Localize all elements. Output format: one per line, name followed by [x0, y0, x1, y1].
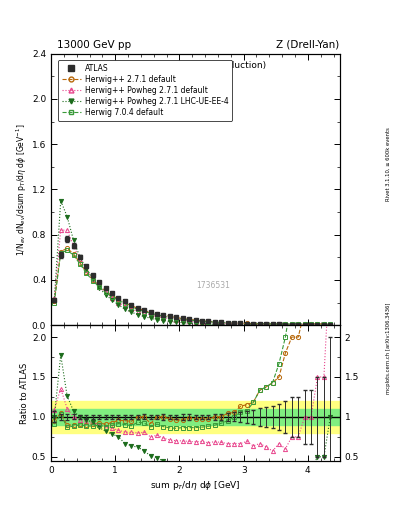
Text: 13000 GeV pp: 13000 GeV pp [57, 39, 131, 50]
Text: Rivet 3.1.10, ≥ 600k events: Rivet 3.1.10, ≥ 600k events [386, 127, 391, 201]
Y-axis label: Ratio to ATLAS: Ratio to ATLAS [20, 362, 29, 423]
Text: 1736531: 1736531 [196, 281, 230, 290]
Text: mcplots.cern.ch [arXiv:1306.3436]: mcplots.cern.ch [arXiv:1306.3436] [386, 303, 391, 394]
Legend: ATLAS, Herwig++ 2.7.1 default, Herwig++ Powheg 2.7.1 default, Herwig++ Powheg 2.: ATLAS, Herwig++ 2.7.1 default, Herwig++ … [58, 60, 232, 120]
Text: Nch (ATLAS UE in Z production): Nch (ATLAS UE in Z production) [125, 60, 266, 70]
Text: Z (Drell-Yan): Z (Drell-Yan) [275, 39, 339, 50]
X-axis label: sum p$_T$/d$\eta$ d$\phi$ [GeV]: sum p$_T$/d$\eta$ d$\phi$ [GeV] [150, 479, 241, 492]
Bar [51, 409, 340, 425]
Y-axis label: 1/N$_{ev}$ dN$_{ev}$/dsum p$_T$/d$\eta$ d$\phi$ [GeV$^{-1}$]: 1/N$_{ev}$ dN$_{ev}$/dsum p$_T$/d$\eta$ … [15, 123, 29, 255]
Bar [51, 401, 340, 433]
